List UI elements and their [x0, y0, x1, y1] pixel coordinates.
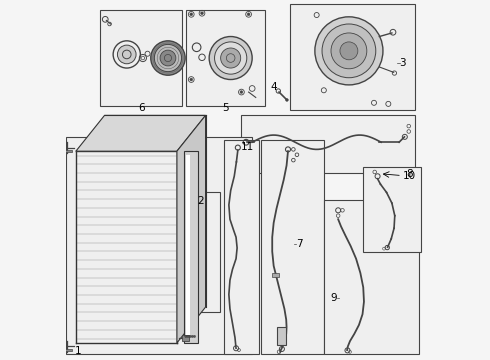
Text: 8: 8: [406, 169, 413, 179]
Circle shape: [209, 36, 252, 80]
Text: 5: 5: [222, 103, 229, 113]
Text: 2: 2: [197, 196, 203, 206]
Circle shape: [220, 48, 241, 68]
Circle shape: [340, 42, 358, 60]
Circle shape: [185, 336, 187, 338]
Circle shape: [160, 50, 176, 66]
Circle shape: [215, 42, 247, 74]
Bar: [182, 335, 189, 341]
Text: 10: 10: [403, 171, 416, 181]
Circle shape: [194, 336, 196, 338]
Bar: [271, 273, 279, 276]
Circle shape: [118, 45, 136, 64]
Bar: [363, 167, 420, 252]
Bar: [65, 348, 72, 351]
Text: 11: 11: [241, 142, 254, 152]
Bar: [223, 140, 259, 354]
Bar: [290, 4, 415, 110]
Bar: [65, 150, 72, 152]
Circle shape: [240, 91, 243, 94]
Text: 4: 4: [271, 82, 277, 92]
Circle shape: [187, 336, 189, 338]
Bar: [186, 10, 265, 107]
Text: 7: 7: [296, 239, 303, 249]
Bar: [324, 199, 419, 354]
Text: 3: 3: [399, 58, 406, 68]
Bar: [188, 192, 220, 312]
Bar: [66, 137, 252, 354]
Bar: [186, 155, 190, 339]
Circle shape: [247, 13, 250, 16]
Bar: [242, 115, 415, 173]
Text: 6: 6: [138, 103, 145, 113]
Bar: [261, 140, 324, 354]
Circle shape: [200, 12, 203, 15]
Circle shape: [331, 33, 367, 69]
Circle shape: [151, 41, 185, 75]
Bar: [184, 151, 198, 343]
Circle shape: [315, 17, 383, 85]
Circle shape: [189, 336, 191, 338]
Bar: [100, 10, 182, 107]
Polygon shape: [177, 115, 206, 343]
Text: 1: 1: [75, 346, 81, 356]
Circle shape: [190, 13, 193, 16]
Circle shape: [322, 24, 376, 78]
Circle shape: [190, 78, 193, 81]
Circle shape: [154, 44, 182, 72]
Circle shape: [286, 99, 288, 102]
Circle shape: [191, 336, 194, 338]
Bar: [277, 328, 286, 345]
Text: 9: 9: [331, 293, 338, 303]
Polygon shape: [76, 115, 206, 151]
